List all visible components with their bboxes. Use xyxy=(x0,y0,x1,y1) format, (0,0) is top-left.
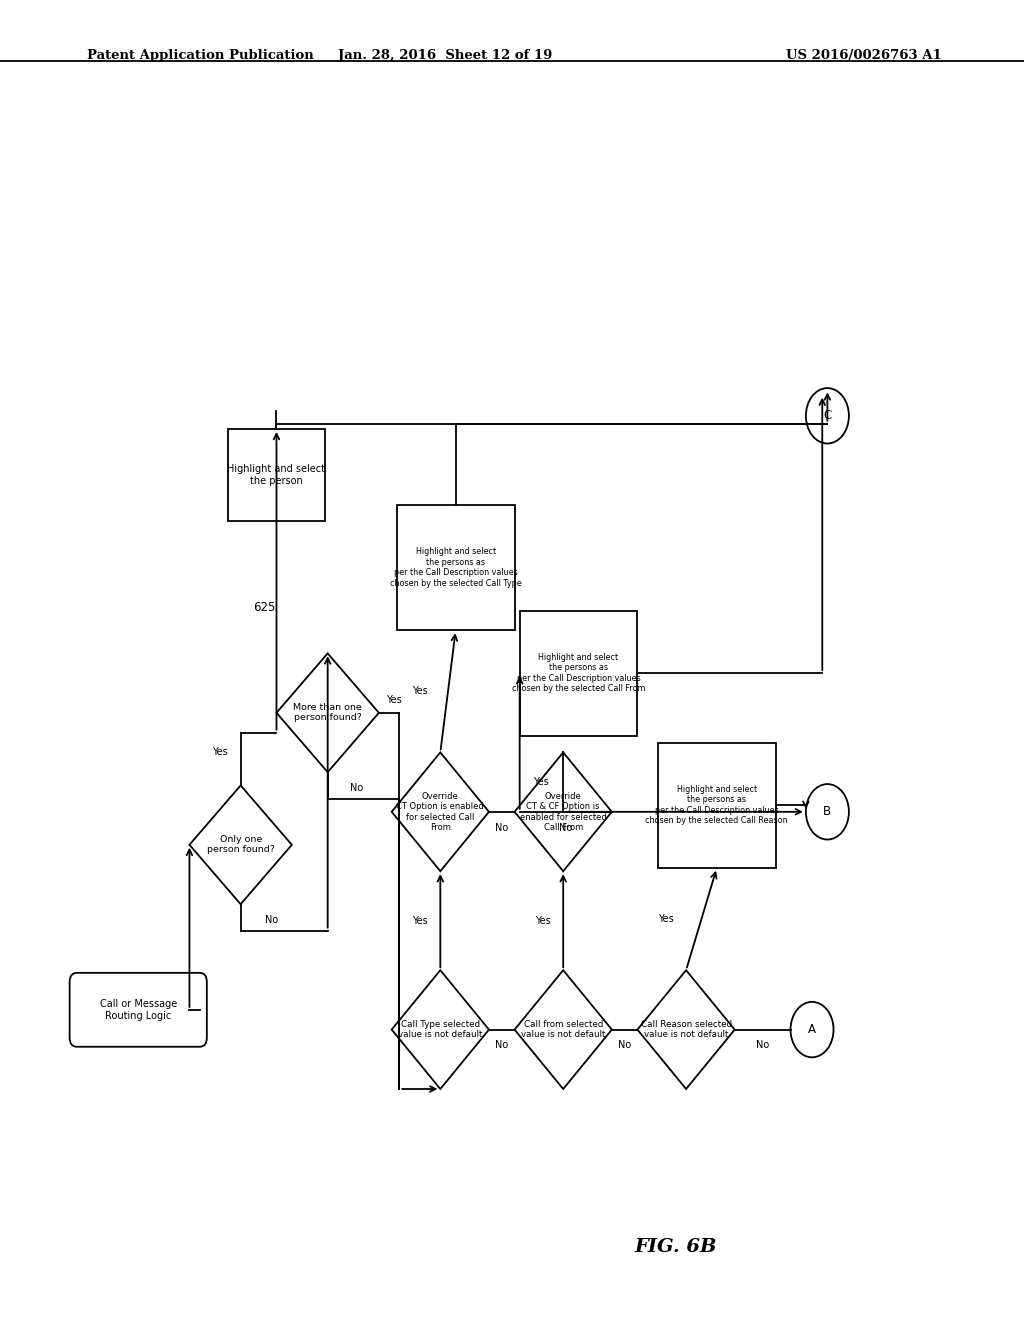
Text: Jan. 28, 2016  Sheet 12 of 19: Jan. 28, 2016 Sheet 12 of 19 xyxy=(338,49,553,62)
Text: No: No xyxy=(496,1040,508,1051)
Text: Call from selected
value is not default: Call from selected value is not default xyxy=(521,1020,605,1039)
Text: No: No xyxy=(618,1040,631,1051)
Text: Patent Application Publication: Patent Application Publication xyxy=(87,49,313,62)
Circle shape xyxy=(806,784,849,840)
Text: Call Reason selected
value is not default: Call Reason selected value is not defaul… xyxy=(641,1020,731,1039)
Text: Call Type selected
value is not default: Call Type selected value is not default xyxy=(398,1020,482,1039)
Text: Yes: Yes xyxy=(532,777,549,787)
Text: No: No xyxy=(350,783,362,793)
Text: Yes: Yes xyxy=(412,686,428,697)
Text: No: No xyxy=(559,822,572,833)
Text: Call or Message
Routing Logic: Call or Message Routing Logic xyxy=(99,999,177,1020)
Text: Highlight and select
the person: Highlight and select the person xyxy=(227,465,326,486)
Polygon shape xyxy=(276,653,379,772)
Bar xyxy=(657,742,776,869)
Text: FIG. 6B: FIG. 6B xyxy=(635,1238,718,1257)
Polygon shape xyxy=(189,785,292,904)
Text: A: A xyxy=(808,1023,816,1036)
Bar xyxy=(397,506,515,631)
Text: Highlight and select
the persons as
per the Call Description values
chosen by th: Highlight and select the persons as per … xyxy=(645,785,788,825)
Text: 625: 625 xyxy=(253,601,275,614)
Polygon shape xyxy=(515,752,612,871)
Polygon shape xyxy=(637,970,735,1089)
Text: More than one
person found?: More than one person found? xyxy=(293,704,362,722)
Text: Highlight and select
the persons as
per the Call Description values
chosen by th: Highlight and select the persons as per … xyxy=(390,548,521,587)
Circle shape xyxy=(806,388,849,444)
Polygon shape xyxy=(515,970,612,1089)
Text: US 2016/0026763 A1: US 2016/0026763 A1 xyxy=(786,49,942,62)
Text: B: B xyxy=(823,805,831,818)
Text: No: No xyxy=(265,915,278,925)
Text: Override
CT & CF Option is
enabled for selected
Call From: Override CT & CF Option is enabled for s… xyxy=(520,792,606,832)
Bar xyxy=(519,610,637,737)
Circle shape xyxy=(791,1002,834,1057)
Text: No: No xyxy=(496,822,508,833)
Polygon shape xyxy=(391,752,489,871)
Text: Yes: Yes xyxy=(535,916,551,925)
Bar xyxy=(228,429,326,521)
Text: Override
CT Option is enabled
for selected Call
From: Override CT Option is enabled for select… xyxy=(396,792,484,832)
Text: Yes: Yes xyxy=(657,913,674,924)
Text: No: No xyxy=(756,1040,769,1051)
Polygon shape xyxy=(391,970,489,1089)
Text: Yes: Yes xyxy=(212,747,228,758)
Text: Yes: Yes xyxy=(386,694,402,705)
Text: C: C xyxy=(823,409,831,422)
FancyBboxPatch shape xyxy=(70,973,207,1047)
Text: Only one
person found?: Only one person found? xyxy=(207,836,274,854)
Text: Highlight and select
the persons as
per the Call Description values
chosen by th: Highlight and select the persons as per … xyxy=(512,653,645,693)
Text: Yes: Yes xyxy=(412,916,428,925)
